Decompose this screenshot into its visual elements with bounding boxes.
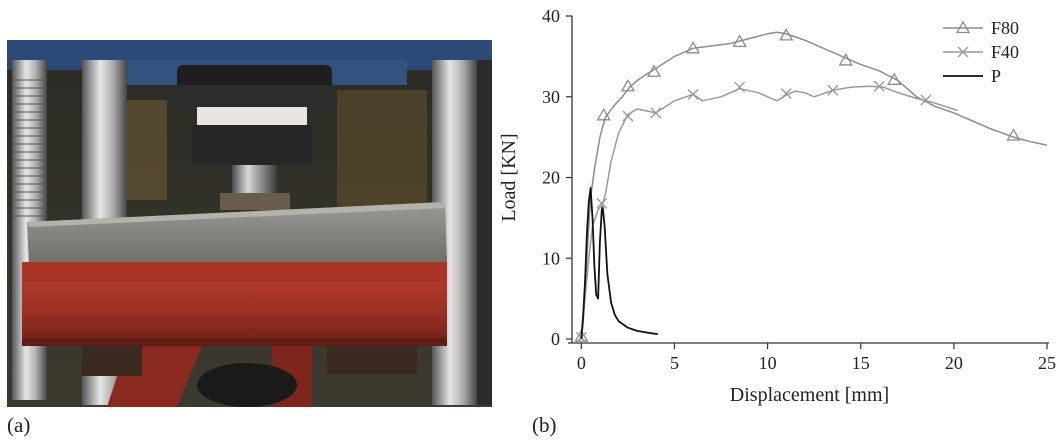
series-line-p xyxy=(580,187,658,340)
x-tick-label: 20 xyxy=(945,353,963,373)
series-marker-f80 xyxy=(620,78,636,92)
series-marker-f40 xyxy=(622,110,634,122)
series-marker-f80 xyxy=(646,64,662,77)
series-marker-f80 xyxy=(732,34,747,47)
test-setup-photo-drawing xyxy=(7,40,492,407)
x-marker-stroke xyxy=(596,197,608,209)
series-marker-f40 xyxy=(687,88,699,100)
legend-item-f80: F80 xyxy=(943,18,1019,38)
y-tick-label: 20 xyxy=(542,168,560,188)
x-tick-label: 25 xyxy=(1038,353,1056,373)
x-tick-label: 5 xyxy=(670,353,679,373)
series-marker-f40 xyxy=(650,107,662,119)
legend-item-f40: F40 xyxy=(943,42,1019,62)
y-tick-label: 10 xyxy=(542,248,560,268)
x-tick-label: 15 xyxy=(852,353,870,373)
series-marker-f40 xyxy=(873,80,885,92)
y-axis-label: Load [KN] xyxy=(498,133,520,221)
x-marker-stroke xyxy=(957,46,969,58)
series-marker-f80 xyxy=(887,72,902,85)
chart-axes: 0 5 10 15 20 25 0 10 20 30 40 xyxy=(542,6,1056,373)
series-marker-f40 xyxy=(734,81,746,93)
test-setup-photo xyxy=(7,40,492,407)
chart-legend: F80 F40 P xyxy=(943,18,1019,86)
load-displacement-chart: 0 5 10 15 20 25 0 10 20 30 40 F80 F40 P Displacement… xyxy=(495,0,1062,420)
x-marker-stroke xyxy=(622,110,634,122)
legend-item-p: P xyxy=(943,66,1001,86)
series-marker-f80 xyxy=(779,28,794,41)
legend-marker-f80 xyxy=(955,20,971,34)
x-marker-stroke xyxy=(920,94,932,106)
y-tick-label: 0 xyxy=(551,329,560,349)
series-line-f80 xyxy=(580,31,1048,340)
series-marker-f80 xyxy=(1006,128,1021,141)
x-marker-stroke xyxy=(650,107,662,119)
chart-series-layer xyxy=(574,28,1048,343)
x-marker-stroke xyxy=(734,81,746,93)
x-marker-stroke xyxy=(687,88,699,100)
series-marker-f40 xyxy=(827,84,839,96)
legend-marker-f40 xyxy=(957,46,969,58)
panel-b-label: (b) xyxy=(532,413,557,437)
chart-svg: 0 5 10 15 20 25 0 10 20 30 40 F80 F40 P Displacement… xyxy=(498,6,1056,406)
x-marker-stroke xyxy=(827,84,839,96)
legend-label-f40: F40 xyxy=(991,42,1019,62)
series-line-f40 xyxy=(580,85,958,340)
series-marker-f80 xyxy=(574,329,589,342)
x-axis-label: Displacement [mm] xyxy=(730,384,889,406)
series-marker-f40 xyxy=(780,88,792,100)
legend-label-f80: F80 xyxy=(991,18,1019,38)
y-tick-label: 30 xyxy=(542,87,560,107)
series-marker-f80 xyxy=(838,53,853,66)
panel-a-label: (a) xyxy=(7,413,31,437)
y-tick-label: 40 xyxy=(542,6,560,26)
series-marker-f80 xyxy=(685,40,701,54)
series-marker-f40 xyxy=(596,197,608,209)
x-tick-label: 10 xyxy=(759,353,777,373)
series-marker-f40 xyxy=(920,94,932,106)
x-tick-label: 0 xyxy=(577,353,586,373)
legend-label-p: P xyxy=(991,66,1001,86)
series-marker-f80 xyxy=(596,108,611,121)
x-marker-stroke xyxy=(780,88,792,100)
x-marker-stroke xyxy=(873,80,885,92)
